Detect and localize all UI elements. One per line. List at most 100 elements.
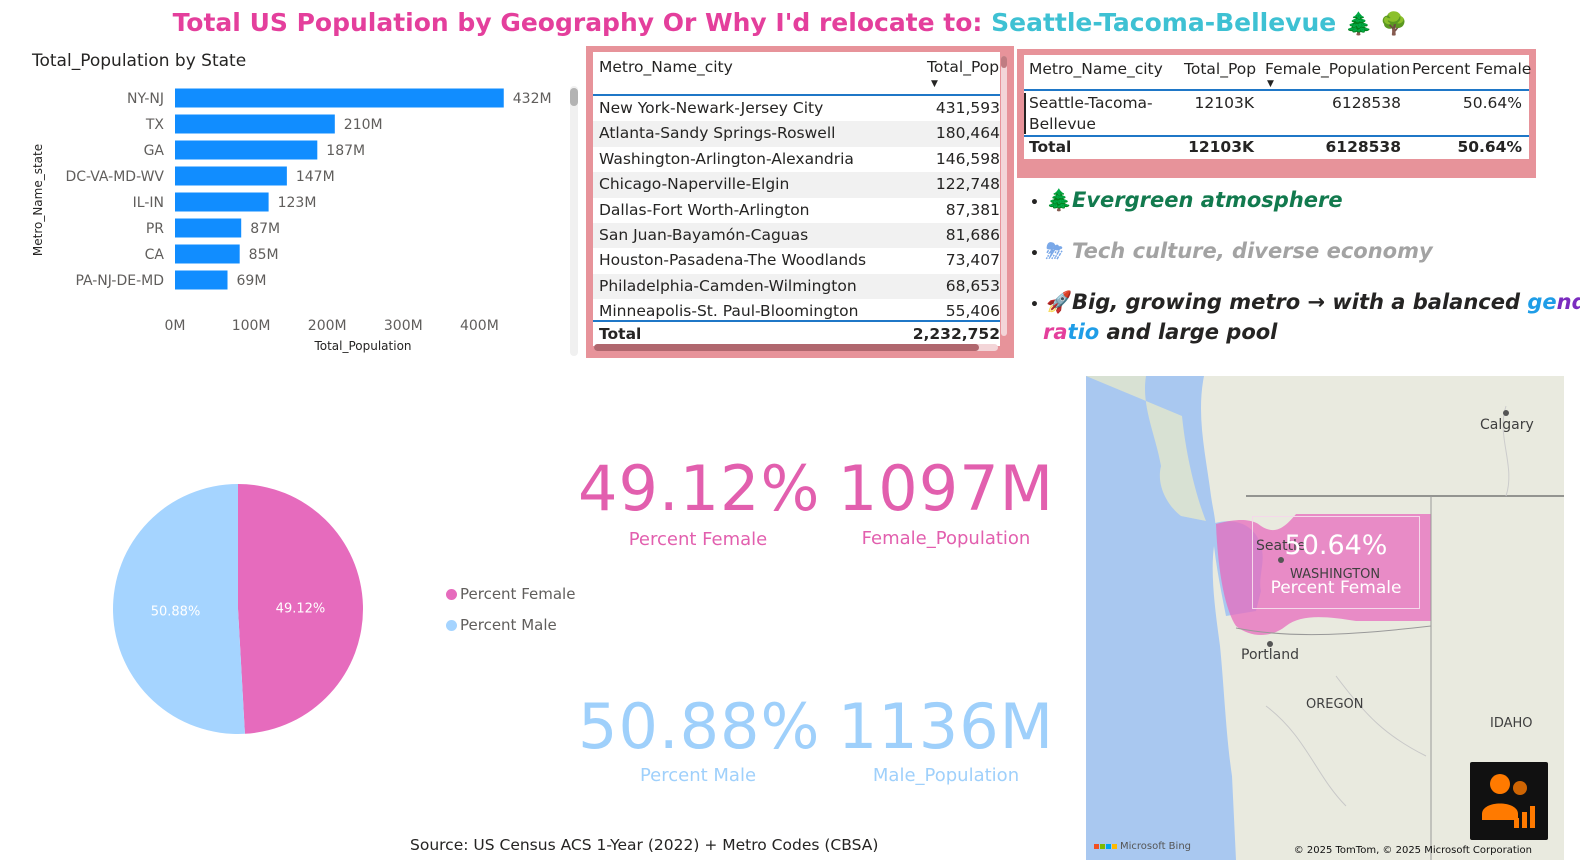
map-label-portland: Portland [1241, 647, 1299, 663]
bullet-evergreen: • 🌲Evergreen atmosphere [1030, 188, 1343, 212]
x-tick-label: 300M [384, 318, 423, 334]
x-tick-label: 100M [232, 318, 271, 334]
page-title: Total US Population by Geography Or Why … [0, 8, 1580, 37]
bar-category-label: TX [145, 117, 165, 133]
column-header-total-pop[interactable]: Total_Pop [1184, 60, 1257, 78]
bullet-text-colored: tio [1067, 320, 1100, 344]
table-row[interactable]: Dallas-Fort Worth-Arlington 87,381 [593, 198, 1000, 223]
cell-city: Seattle-Tacoma- [1029, 94, 1153, 112]
table-vertical-scrollbar[interactable] [1001, 56, 1007, 336]
kpi-percent-male-value: 50.88% [578, 690, 821, 763]
bar-chart-visual[interactable]: Total_Population by State NY-NJ 432M TX 210… [28, 46, 578, 358]
caret-down-icon[interactable]: ▼ [931, 79, 938, 89]
kpi-percent-female-label: Percent Female [628, 529, 768, 550]
table-row[interactable]: Chicago-Naperville-Elgin 122,748 [593, 172, 1000, 198]
cell-city: Philadelphia-Camden-Wilmington [599, 276, 857, 295]
kpi-female-population-label: Female_Population [861, 528, 1031, 549]
column-header-metro-city[interactable]: Metro_Name_city [599, 58, 733, 76]
bar[interactable] [175, 114, 335, 134]
bar-chart-scrollbar[interactable] [570, 86, 578, 356]
map-label-idaho: IDAHO [1490, 716, 1533, 731]
bar-chart-title: Total_Population by State [32, 51, 247, 71]
map-visual[interactable]: Calgary Seattle WASHINGTON Portland OREG… [1086, 376, 1564, 860]
table-row[interactable]: San Juan-Bayamón-Caguas 81,686 [593, 223, 1000, 249]
legend-item-male[interactable]: Percent Male [446, 616, 557, 634]
bar-chart-scroll-thumb[interactable] [570, 88, 578, 106]
cell-pop: 431,593 [935, 99, 1000, 117]
column-header-percent-female[interactable]: Percent Female [1412, 60, 1532, 78]
cell-city: Washington-Arlington-Alexandria [599, 149, 854, 168]
people-chart-icon-graphic [1482, 774, 1535, 828]
x-tick-label: 0M [165, 318, 186, 334]
bullet-growth: • 🚀Big, growing metro → with a balanced g… [1030, 290, 1580, 315]
bar[interactable] [175, 218, 242, 238]
table-horizontal-scroll-thumb[interactable] [594, 344, 979, 351]
cell-city-continued: Bellevue [1029, 115, 1096, 133]
table-row[interactable]: New York-Newark-Jersey City 431,593 [593, 96, 1000, 121]
map-label-seattle: Seattle [1256, 538, 1306, 554]
seattle-table[interactable]: Metro_Name_city Total_Pop Female_Populat… [1017, 49, 1536, 178]
metro-population-table[interactable]: Metro_Name_city Total_Pop ▼ New York-New… [586, 46, 1014, 358]
table-vertical-scroll-thumb[interactable] [1001, 56, 1007, 68]
bar-data-label: 187M [326, 143, 365, 159]
column-header-female-population[interactable]: Female_Population [1265, 60, 1411, 78]
people-chart-icon[interactable] [1470, 762, 1548, 840]
metro-table-body: Metro_Name_city Total_Pop ▼ New York-New… [593, 52, 1000, 346]
bullet-growth-continued: ratio and large pool [1043, 320, 1277, 344]
bar-data-label: 123M [278, 195, 317, 211]
bar-category-label: CA [145, 247, 165, 263]
kpi-male-population-label: Male_Population [872, 765, 1020, 786]
bar[interactable] [175, 166, 287, 186]
table-row[interactable]: Houston-Pasadena-The Woodlands 73,407 [593, 248, 1000, 273]
legend-dot-male [446, 620, 457, 631]
cell-city: New York-Newark-Jersey City [599, 99, 824, 117]
bar-data-label: 87M [250, 221, 280, 237]
map-kpi-label: Percent Female [1270, 578, 1402, 598]
table-row[interactable]: Minneapolis-St. Paul-Bloomington 55,406 [593, 299, 1000, 324]
table-row[interactable]: Atlanta-Sandy Springs-Roswell 180,464 [593, 121, 1000, 147]
bar-category-label: GA [144, 143, 165, 159]
bullet-text-colored: ge [1527, 290, 1557, 314]
x-axis-title: Total_Population [313, 339, 411, 353]
bullet-tech: • ⛈ Tech culture, diverse economy [1030, 239, 1433, 263]
gender-pie-chart[interactable]: 49.12% 50.88% [100, 470, 380, 750]
total-divider [1024, 135, 1529, 137]
pie-slice-female[interactable] [238, 484, 363, 734]
bullet-text-colored: ra [1043, 320, 1068, 344]
legend-item-female[interactable]: Percent Female [446, 585, 575, 603]
map-label-calgary: Calgary [1480, 417, 1534, 433]
tree-icon: 🌲 🌳 [1344, 12, 1408, 37]
legend-label: Percent Female [460, 585, 576, 603]
bar[interactable] [175, 270, 228, 290]
pie-slice-male[interactable] [112, 484, 245, 734]
cell-pop: 55,406 [945, 302, 1000, 321]
bar-category-label: IL-IN [133, 195, 164, 211]
bar-data-label: 69M [237, 273, 267, 289]
caret-down-icon[interactable]: ▼ [1267, 79, 1274, 89]
pie-label-female: 49.12% [276, 601, 326, 616]
total-label: Total [599, 325, 642, 343]
column-header-metro-city[interactable]: Metro_Name_city [1029, 60, 1163, 78]
bar[interactable] [175, 140, 318, 160]
bar-category-label: PA-NJ-DE-MD [75, 273, 164, 289]
source-note: Source: US Census ACS 1-Year (2022) + Me… [410, 836, 879, 854]
bar[interactable] [175, 192, 269, 212]
cell-city: Houston-Pasadena-The Woodlands [599, 251, 867, 270]
table-row[interactable]: Washington-Arlington-Alexandria 146,598 [593, 147, 1000, 172]
column-header-total-pop[interactable]: Total_Pop [927, 58, 1000, 76]
bing-label: Microsoft Bing [1120, 841, 1192, 852]
total-label: Total [1029, 138, 1072, 156]
map-basemap [1086, 376, 1564, 860]
map-kpi-card [1252, 516, 1420, 609]
bing-logo-square [1106, 844, 1111, 849]
table-row[interactable]: Philadelphia-Camden-Wilmington 68,653 [593, 273, 1000, 300]
bar-data-label: 432M [513, 91, 552, 107]
cell-pop: 68,653 [945, 276, 1000, 295]
cell-pop: 122,748 [935, 175, 1000, 194]
bar[interactable] [175, 244, 240, 264]
map-copyright: © 2025 TomTom, © 2025 Microsoft Corporat… [1293, 845, 1532, 856]
cell-female-pop: 6128538 [1331, 94, 1401, 112]
total-female-pop: 6128538 [1325, 138, 1402, 156]
bar[interactable] [175, 88, 504, 108]
row-selection-indicator [1024, 93, 1026, 134]
